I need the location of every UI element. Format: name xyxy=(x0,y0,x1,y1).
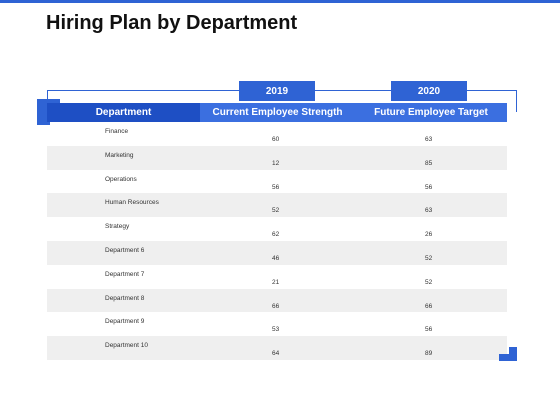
year-badge-2020: 2020 xyxy=(391,81,467,101)
page-title: Hiring Plan by Department xyxy=(46,12,298,34)
current-strength-cell: 56 xyxy=(272,183,280,191)
current-strength-cell: 53 xyxy=(272,326,280,334)
current-strength-cell: 64 xyxy=(272,350,280,358)
department-cell: Department 10 xyxy=(105,342,148,350)
column-header-future-target: Future Employee Target xyxy=(355,103,507,122)
table-body: Finance 60 63 Marketing 12 85 Operations… xyxy=(47,122,507,360)
future-target-cell: 52 xyxy=(425,254,433,262)
column-header-department: Department xyxy=(47,103,200,122)
current-strength-cell: 66 xyxy=(272,302,280,310)
table-row: Finance 60 63 xyxy=(47,122,507,146)
top-accent-bar xyxy=(0,0,560,3)
future-target-cell: 56 xyxy=(425,326,433,334)
table-row: Strategy 62 26 xyxy=(47,217,507,241)
table-row: Operations 56 56 xyxy=(47,170,507,194)
department-cell: Strategy xyxy=(105,223,130,231)
future-target-cell: 63 xyxy=(425,136,433,143)
table-row: Marketing 12 85 xyxy=(47,145,507,170)
table-row: Department 8 66 66 xyxy=(47,288,507,313)
table-header: Department Current Employee Strength Fut… xyxy=(47,103,507,122)
table-row: Department 10 64 89 xyxy=(47,336,507,360)
current-strength-cell: 46 xyxy=(272,254,280,262)
department-cell: Department 8 xyxy=(105,294,145,302)
corner-decoration-bottom-right-tab xyxy=(499,354,517,361)
department-cell: Human Resources xyxy=(105,199,159,207)
department-cell: Operations xyxy=(105,175,137,183)
future-target-cell: 52 xyxy=(425,278,433,286)
department-cell: Department 6 xyxy=(105,246,145,254)
year-badge-2019: 2019 xyxy=(239,81,315,101)
current-strength-cell: 12 xyxy=(272,159,280,167)
table-row: Human Resources 52 63 xyxy=(47,193,507,218)
current-strength-cell: 21 xyxy=(272,278,280,286)
column-header-current-strength: Current Employee Strength xyxy=(200,103,355,122)
table-row: Department 9 53 56 xyxy=(47,312,507,336)
department-cell: Finance xyxy=(105,128,129,135)
current-strength-cell: 62 xyxy=(272,231,280,239)
future-target-cell: 26 xyxy=(425,231,433,239)
department-cell: Department 7 xyxy=(105,270,145,278)
table-row: Department 7 21 52 xyxy=(47,265,507,289)
current-strength-cell: 52 xyxy=(272,207,280,215)
current-strength-cell: 60 xyxy=(272,136,280,143)
future-target-cell: 63 xyxy=(425,207,433,215)
future-target-cell: 56 xyxy=(425,183,433,191)
department-cell: Department 9 xyxy=(105,318,145,326)
department-cell: Marketing xyxy=(105,151,134,159)
future-target-cell: 66 xyxy=(425,302,433,310)
future-target-cell: 89 xyxy=(425,350,433,358)
future-target-cell: 85 xyxy=(425,159,433,167)
table-row: Department 6 46 52 xyxy=(47,240,507,265)
